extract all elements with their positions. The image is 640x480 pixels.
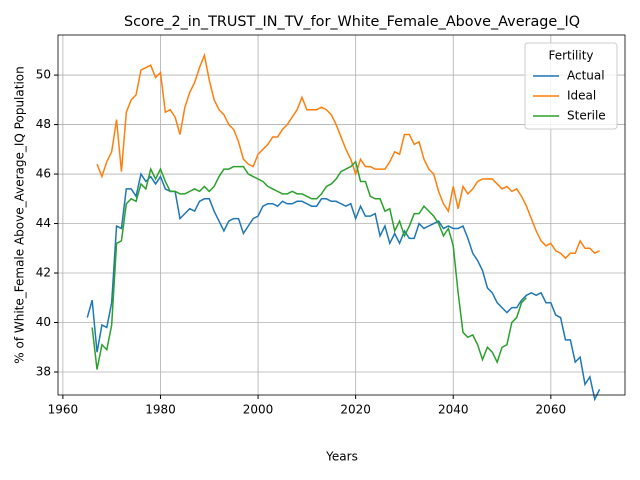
- x-tick-label: 1960: [48, 403, 79, 417]
- x-tick-label: 2060: [536, 403, 567, 417]
- x-tick-label: 2000: [243, 403, 274, 417]
- legend-label: Actual: [567, 69, 605, 83]
- y-tick-label: 48: [36, 117, 51, 131]
- legend-label: Sterile: [567, 109, 606, 123]
- y-tick-label: 38: [36, 364, 51, 378]
- y-tick-label: 42: [36, 266, 51, 280]
- x-tick-label: 2040: [438, 403, 469, 417]
- y-axis-label: % of White_Female Above_Average_IQ Popul…: [13, 66, 27, 363]
- legend-title: Fertility: [548, 49, 593, 63]
- y-tick-label: 46: [36, 167, 51, 181]
- x-tick-label: 2020: [340, 403, 371, 417]
- plot-frame: [57, 34, 626, 396]
- line-series: [96, 52, 600, 260]
- y-tick-label: 44: [36, 216, 51, 230]
- legend-box: [524, 42, 618, 130]
- legend-label: Ideal: [567, 89, 596, 103]
- chart-title: Score_2_in_TRUST_IN_TV_for_White_Female_…: [124, 14, 580, 30]
- line-series: [91, 160, 527, 370]
- y-tick-label: 40: [36, 315, 51, 329]
- x-tick-label: 1980: [145, 403, 176, 417]
- x-axis-label: Years: [325, 450, 358, 464]
- line-series: [86, 172, 601, 402]
- y-tick-label: 50: [36, 68, 51, 82]
